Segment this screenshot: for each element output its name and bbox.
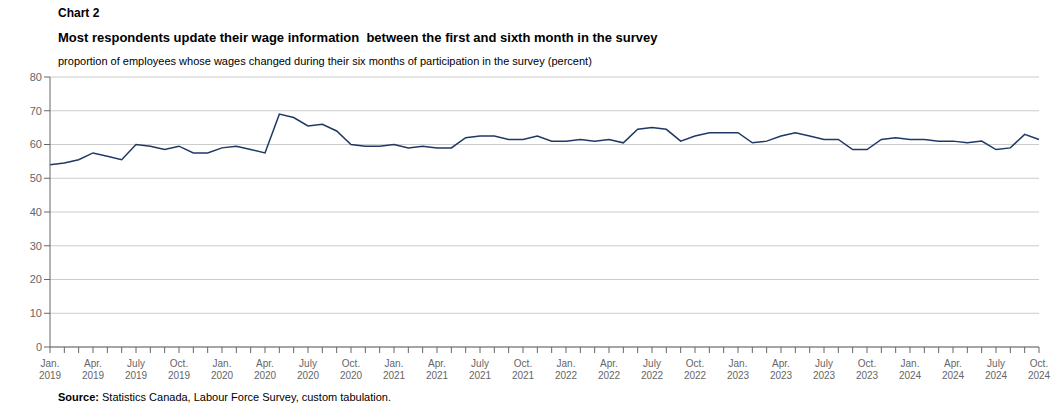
svg-text:July2020: July2020: [297, 358, 320, 381]
svg-text:July2023: July2023: [813, 358, 836, 381]
svg-text:Jan.2023: Jan.2023: [727, 358, 750, 381]
svg-text:Jan.2024: Jan.2024: [899, 358, 922, 381]
svg-text:Apr.2020: Apr.2020: [254, 358, 277, 381]
svg-text:0: 0: [36, 341, 42, 353]
svg-text:20: 20: [30, 273, 42, 285]
html-text:Source: Statistics Canada, Lab: Source: Statistics Canada, Labour Force …: [58, 391, 391, 403]
svg-text:Jan.2019: Jan.2019: [39, 358, 62, 381]
svg-text:July2024: July2024: [985, 358, 1008, 381]
svg-text:50: 50: [30, 172, 42, 184]
html-text:Chart 2: Chart 2: [58, 6, 100, 20]
svg-text:July2022: July2022: [641, 358, 664, 381]
svg-text:Jan.2020: Jan.2020: [211, 358, 234, 381]
svg-text:Jan.2022: Jan.2022: [555, 358, 578, 381]
svg-text:10: 10: [30, 307, 42, 319]
svg-text:60: 60: [30, 138, 42, 150]
svg-text:80: 80: [30, 71, 42, 83]
svg-text:Oct.2024: Oct.2024: [1028, 358, 1051, 381]
svg-text:Apr.2022: Apr.2022: [598, 358, 621, 381]
svg-text:70: 70: [30, 105, 42, 117]
svg-text:Apr.2023: Apr.2023: [770, 358, 793, 381]
svg-text:Oct.2021: Oct.2021: [512, 358, 535, 381]
svg-text:Oct.2019: Oct.2019: [168, 358, 191, 381]
svg-text:Oct.2020: Oct.2020: [340, 358, 363, 381]
svg-text:30: 30: [30, 240, 42, 252]
svg-text:Oct.2022: Oct.2022: [684, 358, 707, 381]
svg-text:Apr.2024: Apr.2024: [942, 358, 965, 381]
svg-text:Jan.2021: Jan.2021: [383, 358, 406, 381]
svg-text:Apr.2021: Apr.2021: [426, 358, 449, 381]
svg-text:Apr.2019: Apr.2019: [82, 358, 105, 381]
svg-text:July2019: July2019: [125, 358, 148, 381]
html-text:proportion of employees whose: proportion of employees whose wages chan…: [58, 55, 592, 67]
html-text:Most respondents update their: Most respondents update their wage infor…: [58, 30, 658, 45]
svg-text:40: 40: [30, 206, 42, 218]
svg-text:July2021: July2021: [469, 358, 492, 381]
svg-text:Oct.2023: Oct.2023: [856, 358, 879, 381]
